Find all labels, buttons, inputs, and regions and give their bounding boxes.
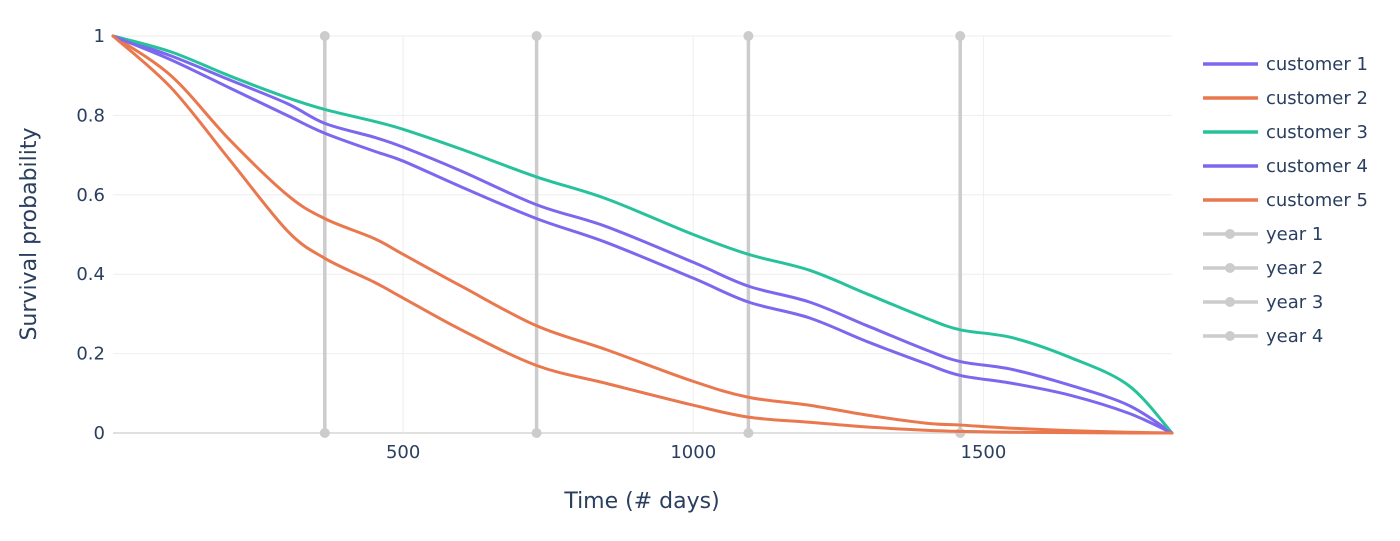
series-line-customer-5 xyxy=(111,34,1174,435)
legend-label: customer 3 xyxy=(1266,122,1368,143)
series-point-year-3 xyxy=(743,31,754,41)
series-line-customer-3 xyxy=(111,34,1174,435)
x-tick-label: 1500 xyxy=(961,442,1007,463)
legend-label: year 3 xyxy=(1266,292,1323,313)
legend-label: year 1 xyxy=(1266,224,1323,245)
legend-item-year-4[interactable]: year 4 xyxy=(1203,326,1323,347)
series-point-year-4 xyxy=(955,31,966,41)
series-line-customer-4 xyxy=(111,34,1174,435)
series-point-year-2 xyxy=(531,428,542,438)
legend-marker xyxy=(1225,297,1235,307)
legend-label: customer 4 xyxy=(1266,156,1368,177)
series-point-year-3 xyxy=(743,428,754,438)
legend-label: year 2 xyxy=(1266,258,1323,279)
legend-label: customer 1 xyxy=(1266,54,1368,75)
x-tick-label: 1000 xyxy=(670,442,716,463)
series-point-year-2 xyxy=(531,31,542,41)
y-axis-ticks: 0 0.2 0.4 0.6 0.8 1 xyxy=(76,26,105,444)
y-tick-label: 0.6 xyxy=(76,185,105,206)
legend-item-customer-3[interactable]: customer 3 xyxy=(1203,122,1368,143)
y-tick-label: 0 xyxy=(94,423,105,444)
legend-marker xyxy=(1225,229,1235,239)
y-tick-label: 1 xyxy=(94,26,105,47)
series-lines xyxy=(111,34,1174,435)
y-tick-label: 0.2 xyxy=(76,344,105,365)
legend-marker xyxy=(1225,263,1235,273)
series-point-year-1 xyxy=(319,428,330,438)
series-line-customer-1 xyxy=(111,34,1174,435)
y-axis-title: Survival probability xyxy=(17,127,42,340)
legend-marker xyxy=(1225,331,1235,341)
legend-item-customer-1[interactable]: customer 1 xyxy=(1203,54,1368,75)
x-axis-title: Time (# days) xyxy=(563,489,719,514)
legend-item-year-2[interactable]: year 2 xyxy=(1203,258,1323,279)
y-tick-label: 0.8 xyxy=(76,105,105,126)
legend-item-customer-4[interactable]: customer 4 xyxy=(1203,156,1368,177)
legend-label: customer 2 xyxy=(1266,88,1368,109)
legend-item-customer-2[interactable]: customer 2 xyxy=(1203,88,1368,109)
y-tick-label: 0.4 xyxy=(76,264,105,285)
x-axis-ticks: 500 1000 1500 xyxy=(386,442,1006,463)
series-line-customer-2 xyxy=(111,34,1174,435)
x-tick-label: 500 xyxy=(386,442,420,463)
legend-item-year-1[interactable]: year 1 xyxy=(1203,224,1323,245)
legend-label: year 4 xyxy=(1266,326,1323,347)
legend-item-customer-5[interactable]: customer 5 xyxy=(1203,190,1368,211)
series-point-year-1 xyxy=(319,31,330,41)
year-lines xyxy=(319,31,966,438)
legend-item-year-3[interactable]: year 3 xyxy=(1203,292,1323,313)
legend-label: customer 5 xyxy=(1266,190,1368,211)
legend: customer 1 customer 2 customer 3 customer 4… xyxy=(1203,54,1368,347)
series-point-year-4 xyxy=(955,428,966,438)
